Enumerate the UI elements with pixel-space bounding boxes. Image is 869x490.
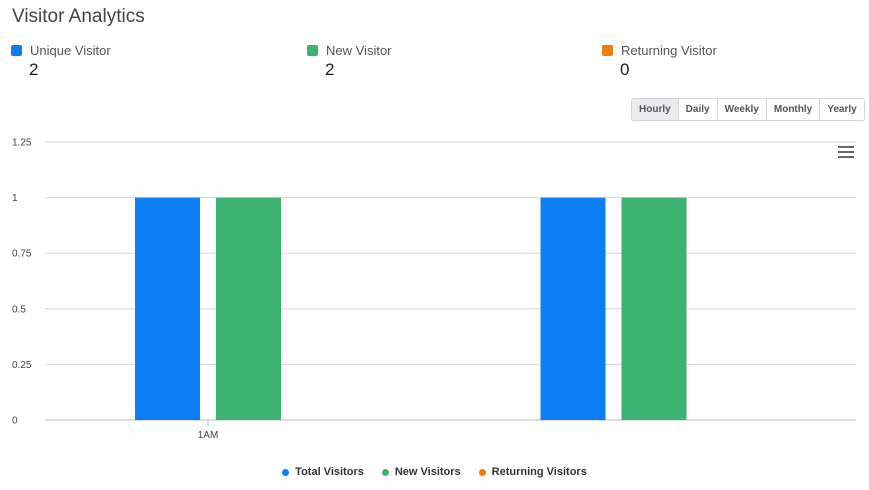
time-range-selector: Hourly Daily Weekly Monthly Yearly: [631, 98, 865, 121]
stat-label: Returning Visitor: [621, 43, 717, 58]
legend-item-total-visitors[interactable]: Total Visitors: [282, 466, 364, 478]
y-tick-label: 0: [12, 416, 18, 427]
legend-dot-icon: [381, 468, 389, 476]
unique-visitor-color-dot: [11, 45, 22, 56]
legend-label: Returning Visitors: [491, 466, 587, 478]
bar-total-visitors[interactable]: [135, 197, 200, 420]
y-tick-label: 0.25: [12, 360, 32, 371]
returning-visitor-color-dot: [602, 45, 613, 56]
y-tick-label: 0.75: [12, 249, 32, 260]
legend-dot-icon: [478, 468, 486, 476]
x-tick-label: 1AM: [198, 430, 219, 441]
yearly-button[interactable]: Yearly: [820, 99, 864, 120]
legend-dot-icon: [282, 468, 290, 476]
y-tick-label: 1.25: [12, 138, 32, 149]
weekly-button[interactable]: Weekly: [717, 99, 767, 120]
stat-unique-visitor: Unique Visitor 2: [11, 43, 111, 80]
new-visitor-color-dot: [307, 45, 318, 56]
legend-label: New Visitors: [394, 466, 461, 478]
visitor-bar-chart: 0 0.25 0.5 0.75 1 1.25 1AM: [12, 138, 856, 441]
hourly-button[interactable]: Hourly: [632, 99, 679, 120]
stat-new-visitor: New Visitor 2: [307, 43, 392, 80]
stat-returning-visitor: Returning Visitor 0: [602, 43, 717, 80]
stat-label: Unique Visitor: [30, 43, 111, 58]
legend-item-new-visitors[interactable]: New Visitors: [381, 466, 461, 478]
bar-new-visitors[interactable]: [621, 197, 687, 420]
stat-value: 2: [29, 60, 39, 79]
y-tick-label: 0.5: [12, 304, 26, 315]
y-tick-label: 1: [12, 193, 18, 204]
monthly-button[interactable]: Monthly: [766, 99, 821, 120]
stat-label: New Visitor: [326, 43, 392, 58]
chart-legend: Total Visitors New Visitors Returning Vi…: [0, 466, 869, 478]
stat-value: 0: [620, 60, 630, 79]
legend-label: Total Visitors: [295, 466, 364, 478]
legend-item-returning-visitors[interactable]: Returning Visitors: [478, 466, 587, 478]
stat-value: 2: [325, 60, 335, 79]
page-title: Visitor Analytics: [12, 6, 145, 27]
bar-new-visitors[interactable]: [216, 197, 281, 420]
bar-total-visitors[interactable]: [540, 197, 606, 420]
daily-button[interactable]: Daily: [678, 99, 718, 120]
hamburger-menu-icon[interactable]: [838, 146, 854, 161]
